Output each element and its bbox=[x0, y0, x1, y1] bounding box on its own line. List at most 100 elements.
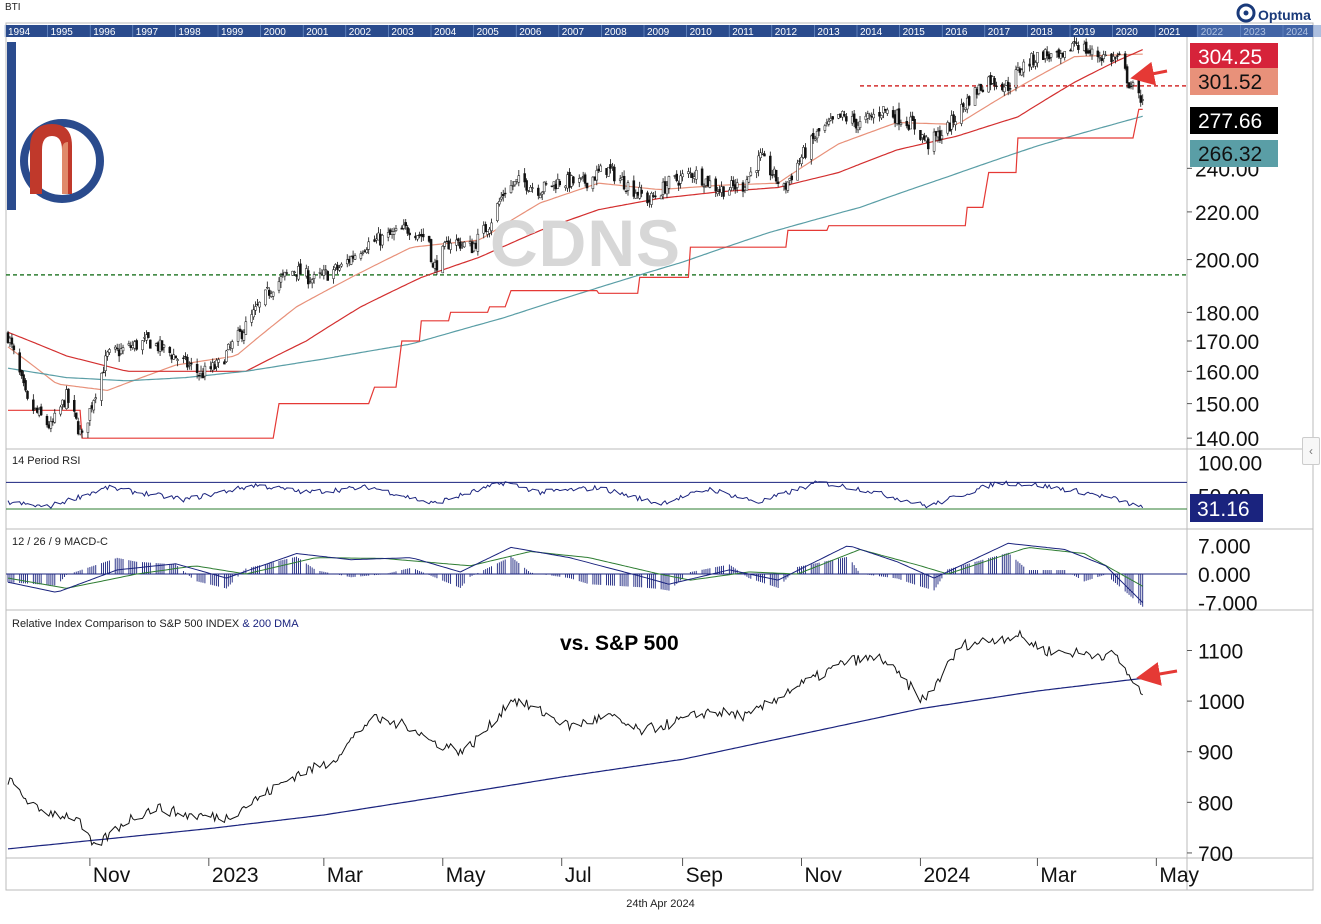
candle-body bbox=[12, 345, 16, 351]
candle-body bbox=[1100, 58, 1104, 61]
price-candle bbox=[796, 159, 799, 181]
macd-tick-label: -7.000 bbox=[1198, 593, 1258, 616]
price-candle bbox=[509, 180, 513, 194]
price-candle bbox=[250, 309, 253, 327]
price-candle bbox=[776, 177, 780, 187]
price-candle bbox=[691, 172, 694, 183]
candle-body bbox=[299, 263, 302, 275]
price-candle bbox=[550, 185, 554, 188]
relative-tick-label: 800 bbox=[1198, 792, 1233, 815]
price-candle bbox=[408, 228, 411, 241]
price-candle bbox=[679, 170, 682, 189]
price-candle bbox=[49, 416, 53, 433]
candle-body bbox=[501, 194, 505, 197]
price-candle bbox=[708, 175, 712, 189]
price-candle bbox=[6, 330, 10, 344]
candle-body bbox=[236, 330, 240, 342]
price-candle bbox=[732, 176, 735, 191]
candle-body bbox=[340, 263, 343, 267]
candle-body bbox=[108, 349, 111, 353]
candle-body bbox=[1036, 52, 1039, 64]
candle-body bbox=[852, 113, 856, 123]
price-candle bbox=[1045, 46, 1049, 61]
price-candle bbox=[899, 119, 903, 127]
price-candle bbox=[993, 75, 996, 91]
price-candle bbox=[624, 190, 628, 194]
price-candle bbox=[322, 264, 326, 280]
price-candle bbox=[714, 176, 717, 197]
price-candle bbox=[1022, 59, 1026, 78]
candle-body bbox=[1131, 82, 1135, 86]
candle-body bbox=[500, 196, 503, 200]
price-candle bbox=[406, 224, 409, 237]
candle-body bbox=[866, 113, 870, 119]
candle-body bbox=[716, 191, 719, 195]
candle-body bbox=[813, 138, 817, 141]
x-tick-label: Sep bbox=[686, 864, 723, 887]
price-candle bbox=[92, 399, 96, 414]
price-candle bbox=[640, 184, 643, 198]
candle-body bbox=[735, 182, 739, 188]
candle-body bbox=[291, 270, 294, 276]
macd-panel-label: 12 / 26 / 9 MACD-C bbox=[12, 536, 108, 548]
price-candle bbox=[326, 270, 329, 281]
candle-body bbox=[106, 351, 109, 357]
candle-body bbox=[634, 192, 638, 199]
price-candle bbox=[1032, 50, 1035, 68]
price-candle bbox=[622, 170, 626, 191]
candle-body bbox=[681, 173, 684, 178]
candle-body bbox=[427, 235, 431, 242]
candle-body bbox=[529, 187, 532, 193]
price-candle bbox=[312, 271, 316, 284]
price-candle bbox=[572, 175, 575, 186]
price-candle bbox=[349, 255, 353, 266]
candle-body bbox=[225, 350, 228, 362]
price-candle bbox=[223, 359, 226, 365]
price-candle bbox=[176, 358, 179, 367]
candle-body bbox=[880, 115, 883, 119]
price-candle bbox=[911, 111, 914, 121]
price-candle bbox=[279, 272, 283, 288]
candle-body bbox=[585, 182, 589, 189]
timeline-year-label: 2005 bbox=[477, 27, 500, 38]
candle-body bbox=[511, 185, 515, 187]
price-candle bbox=[188, 361, 191, 370]
price-candle bbox=[757, 150, 760, 177]
series-line-3 bbox=[8, 108, 1143, 439]
price-candle bbox=[774, 169, 778, 185]
candle-body bbox=[332, 269, 335, 279]
candle-body bbox=[973, 87, 977, 106]
price-candle bbox=[299, 259, 302, 275]
price-candle bbox=[476, 228, 480, 256]
candle-body bbox=[1045, 51, 1049, 57]
price-candle bbox=[359, 250, 363, 261]
price-candle bbox=[722, 186, 725, 200]
price-candle bbox=[831, 116, 834, 124]
price-candle bbox=[266, 281, 269, 290]
price-tick-label: 160.00 bbox=[1195, 361, 1259, 384]
price-candle bbox=[1071, 41, 1074, 52]
timeline-bar[interactable] bbox=[6, 25, 1313, 37]
candle-body bbox=[774, 169, 778, 182]
price-candle bbox=[667, 175, 671, 194]
candle-body bbox=[591, 176, 595, 189]
candle-body bbox=[53, 412, 57, 423]
candle-body bbox=[650, 192, 653, 205]
price-candle bbox=[511, 180, 515, 191]
candle-body bbox=[80, 430, 84, 433]
rsi-panel-label: 14 Period RSI bbox=[12, 455, 81, 467]
chart-frame bbox=[5, 22, 1314, 891]
x-tick-label: Mar bbox=[1040, 864, 1076, 887]
candle-body bbox=[810, 135, 813, 160]
price-candle bbox=[162, 344, 166, 353]
price-candle bbox=[268, 287, 271, 299]
price-candle bbox=[878, 106, 881, 122]
candle-body bbox=[318, 272, 322, 274]
price-candle bbox=[361, 250, 365, 256]
price-candle bbox=[1139, 89, 1143, 107]
price-candle bbox=[523, 168, 526, 188]
price-candle bbox=[195, 358, 199, 379]
collapse-panel-button[interactable]: ‹ bbox=[1302, 437, 1320, 465]
price-candle bbox=[811, 128, 815, 144]
candle-body bbox=[759, 152, 762, 159]
